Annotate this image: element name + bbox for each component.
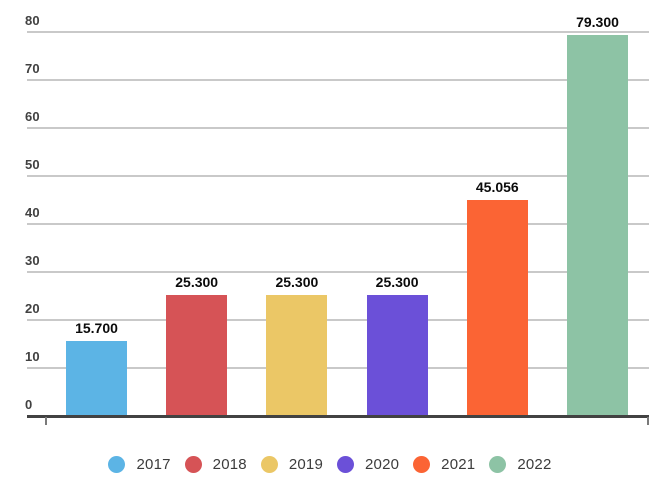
y-gridline <box>27 175 649 177</box>
legend-label: 2019 <box>288 455 323 473</box>
legend-item-2021: 2021 <box>413 455 476 473</box>
legend-swatch-icon <box>413 455 431 473</box>
bar-value-label: 25.300 <box>175 273 219 290</box>
bar-2022 <box>567 35 628 416</box>
legend-item-2020: 2020 <box>337 455 400 473</box>
bar-value-label: 25.300 <box>275 273 319 290</box>
legend: 2017 2018 2019 2020 2021 2022 <box>0 447 660 481</box>
bar-value-label: 45.056 <box>475 178 519 195</box>
y-axis-tick-label: 60 <box>25 109 40 124</box>
bar-2020 <box>366 294 428 416</box>
legend-label: 2017 <box>136 455 171 473</box>
legend-item-2022: 2022 <box>489 455 552 473</box>
y-axis-tick-label: 10 <box>25 349 40 364</box>
legend-swatch-icon <box>108 455 126 473</box>
y-axis-tick-label: 50 <box>25 157 40 172</box>
y-gridline <box>27 79 649 81</box>
legend-swatch-icon <box>184 455 202 473</box>
legend-item-2019: 2019 <box>260 455 323 473</box>
legend-item-2017: 2017 <box>108 455 171 473</box>
y-gridline <box>27 319 649 321</box>
y-axis-tick-label: 0 <box>25 397 33 412</box>
y-axis-tick-label: 70 <box>25 61 40 76</box>
bar-2019 <box>266 294 328 416</box>
bar-value-label: 15.700 <box>75 319 118 336</box>
y-gridline <box>27 31 649 33</box>
plot-area: 0 10 20 30 40 50 60 70 80 15.700 25.300 25.300 25.30… <box>25 13 649 425</box>
y-gridline <box>27 223 649 225</box>
legend-swatch-icon <box>260 455 278 473</box>
y-axis-tick-label: 30 <box>25 253 40 268</box>
y-axis-tick-label: 40 <box>25 205 40 220</box>
x-axis-tick <box>45 417 47 425</box>
bar-value-label: 25.300 <box>375 273 419 290</box>
bar-2018 <box>166 294 228 416</box>
y-axis-tick-label: 80 <box>25 13 40 28</box>
y-gridline <box>27 127 649 129</box>
y-gridline <box>27 367 649 369</box>
legend-swatch-icon <box>489 455 507 473</box>
legend-label: 2020 <box>365 455 400 473</box>
legend-label: 2021 <box>441 455 476 473</box>
x-axis-line <box>27 415 649 418</box>
legend-item-2018: 2018 <box>184 455 247 473</box>
legend-swatch-icon <box>337 455 354 473</box>
y-gridline <box>27 271 649 273</box>
legend-label: 2022 <box>517 455 552 473</box>
legend-label: 2018 <box>212 455 247 473</box>
y-axis-tick-label: 20 <box>25 301 40 316</box>
x-axis-tick <box>647 417 649 425</box>
bar-2017 <box>66 340 127 416</box>
bar-value-label: 79.300 <box>576 14 619 31</box>
bar-2021 <box>466 199 528 416</box>
